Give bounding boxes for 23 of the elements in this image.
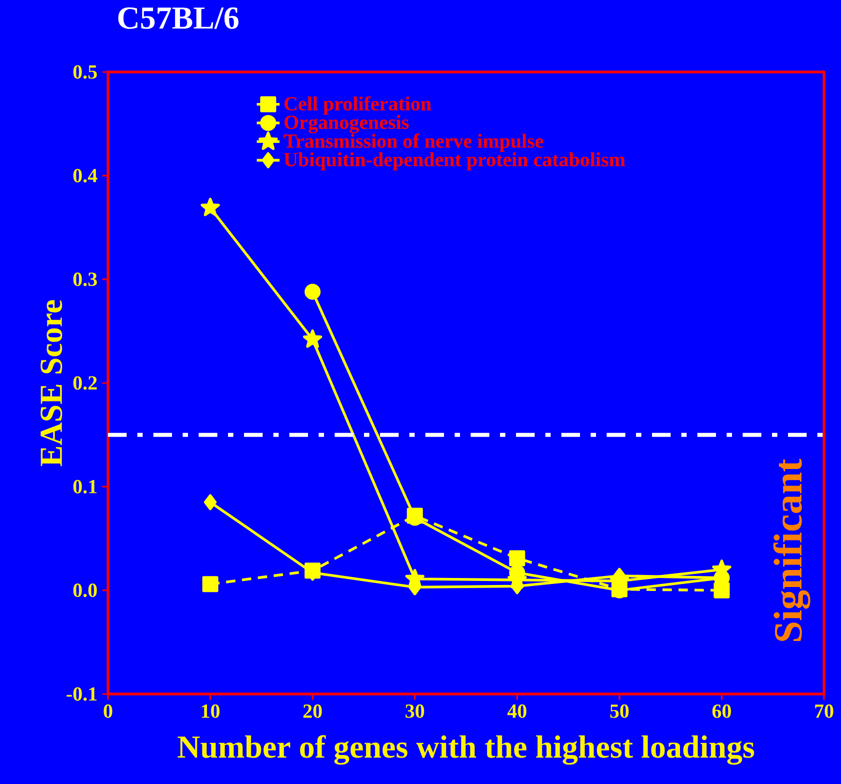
x-tick-label: 70 (815, 704, 834, 718)
y-tick-label: -0.1 (66, 687, 97, 701)
x-tick-label: 50 (610, 704, 629, 718)
chart-title: C57BL/6 (118, 7, 238, 29)
x-tick-label: 30 (406, 704, 424, 718)
legend-label: Organogenesis (284, 115, 409, 134)
legend-label: Transmission of nerve impulse (284, 134, 544, 152)
y-tick-label: 0.1 (73, 480, 97, 494)
x-tick-label: 20 (303, 704, 322, 718)
y-tick-label: 0.5 (73, 65, 97, 79)
y-axis-title: EASE Score (40, 300, 62, 466)
x-tick-label: 40 (507, 704, 526, 718)
x-tick-label: 60 (712, 704, 731, 718)
y-tick-label: 0.0 (73, 584, 97, 598)
annotation: Significant (773, 458, 810, 642)
y-tick-label: 0.2 (73, 376, 97, 390)
legend-label: Ubiquitin-dependent protein catabolism (284, 152, 626, 170)
x-axis-title: Number of genes with the highest loadings (178, 735, 754, 765)
y-tick-label: 0.4 (73, 168, 98, 182)
legend-label: Cell proliferation (284, 96, 432, 115)
x-tick-label: 10 (202, 704, 220, 718)
y-tick-label: 0.3 (73, 272, 97, 286)
x-tick-label: 0 (104, 704, 112, 718)
